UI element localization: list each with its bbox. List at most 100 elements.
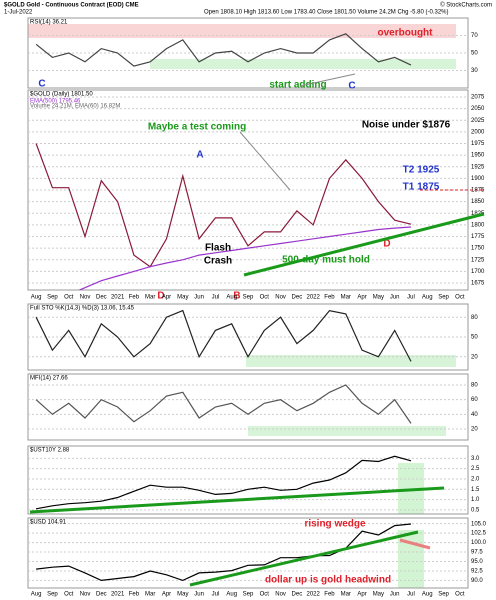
y-tick-label: 1925: [471, 164, 485, 170]
y-tick-label: 1875: [471, 188, 485, 194]
pointer: [239, 131, 291, 191]
y-tick-label: 50: [471, 51, 478, 57]
y-tick-label: 105.0: [471, 521, 487, 527]
trendline: [243, 212, 485, 277]
y-tick-label: 2.5: [471, 466, 480, 472]
y-tick-label: 2025: [471, 118, 485, 124]
x-tick-label: Nov: [275, 295, 286, 301]
pointer: [299, 73, 356, 87]
annotation: overbought: [378, 28, 434, 39]
annotation: 500-day must hold: [282, 255, 370, 266]
x-tick-label: Oct: [455, 592, 465, 598]
x-tick-label: 2021: [111, 295, 125, 301]
x-tick-label: Dec: [292, 295, 303, 301]
series-line: [35, 143, 412, 268]
x-tick-label: 2022: [307, 592, 321, 598]
x-tick-label: Dec: [96, 295, 107, 301]
x-tick-label: Feb: [324, 592, 335, 598]
legend-entry: $USD 104.91: [30, 520, 67, 526]
x-tick-label: Aug: [31, 295, 42, 301]
x-tick-label: Oct: [64, 295, 74, 301]
y-tick-label: 1800: [471, 222, 485, 228]
x-tick-label: Jul: [212, 295, 220, 301]
y-tick-label: 2050: [471, 106, 485, 112]
x-tick-label: Nov: [80, 592, 91, 598]
x-tick-label: Jun: [390, 592, 400, 598]
y-tick-label: 1750: [471, 246, 485, 252]
annotation: Flash: [205, 243, 231, 254]
annotation: D: [157, 291, 164, 302]
x-tick-label: Jul: [407, 592, 415, 598]
y-tick-label: 0.5: [471, 507, 480, 513]
x-tick-label: Mar: [145, 295, 155, 301]
x-tick-label: May: [373, 592, 384, 598]
x-tick-label: Aug: [422, 592, 433, 598]
x-tick-label: Sep: [438, 295, 449, 301]
y-tick-label: 100.0: [471, 540, 487, 546]
x-tick-label: Aug: [31, 592, 42, 598]
x-tick-label: Jun: [194, 295, 204, 301]
legend-entry: $GOLD (Daily) 1801.50: [30, 92, 93, 98]
x-tick-label: Aug: [226, 295, 237, 301]
y-tick-label: 102.5: [471, 531, 487, 537]
y-tick-label: 95.0: [471, 559, 483, 565]
x-tick-label: Jun: [194, 592, 204, 598]
trendline: [29, 486, 445, 514]
annotation: D: [383, 239, 390, 250]
y-tick-label: 1900: [471, 176, 485, 182]
x-tick-label: Feb: [324, 295, 335, 301]
annotation: dollar up is gold headwind: [265, 575, 391, 586]
sto-zone: [246, 355, 456, 367]
x-tick-label: Sep: [243, 295, 254, 301]
y-tick-label: 1.5: [471, 487, 480, 493]
usd-zone: [398, 530, 424, 588]
x-tick-label: Dec: [292, 592, 303, 598]
x-tick-label: Aug: [422, 295, 433, 301]
y-tick-label: 20: [471, 354, 478, 360]
y-tick-label: 80: [471, 383, 478, 389]
x-tick-label: Apr: [357, 592, 366, 598]
x-tick-label: 2021: [111, 592, 125, 598]
x-tick-label: Oct: [64, 592, 74, 598]
x-tick-label: Mar: [341, 295, 351, 301]
series-line: [35, 309, 412, 362]
y-tick-label: 1725: [471, 257, 485, 263]
y-tick-label: 1675: [471, 281, 485, 287]
x-tick-label: Nov: [80, 295, 91, 301]
mfi-zone: [248, 426, 446, 436]
symbol: $GOLD Gold - Continuous Contract (EOD) C…: [4, 3, 139, 9]
x-tick-label: Jun: [390, 295, 400, 301]
x-tick-label: Feb: [129, 592, 140, 598]
series-line: [35, 455, 412, 510]
y-tick-label: 80: [471, 315, 478, 321]
annotation: B: [233, 291, 240, 302]
y-tick-label: 3.0: [471, 456, 480, 462]
y-tick-label: 92.5: [471, 569, 483, 575]
x-tick-label: Mar: [145, 592, 155, 598]
x-tick-label: Apr: [162, 295, 171, 301]
annotation: start adding: [269, 80, 326, 91]
panel-frame: [27, 445, 469, 515]
oversold-zone: [150, 59, 456, 69]
y-tick-label: 1950: [471, 153, 485, 159]
y-tick-label: 2.0: [471, 477, 480, 483]
annotation: Noise under $1876: [362, 120, 451, 131]
series-line: [35, 33, 412, 67]
x-tick-label: Oct: [260, 592, 270, 598]
legend-entry: MFI(14) 27.66: [30, 376, 68, 382]
y-tick-label: 1975: [471, 141, 485, 147]
y-tick-label: 70: [471, 33, 478, 39]
x-tick-label: Sep: [47, 295, 58, 301]
series-line: [35, 384, 412, 424]
annotation: A: [196, 150, 203, 161]
trendline: [189, 530, 419, 587]
y-tick-label: 2075: [471, 95, 485, 101]
x-tick-label: Sep: [47, 592, 58, 598]
x-tick-label: Nov: [275, 592, 286, 598]
quote: Open 1808.10 High 1813.60 Low 1783.40 Cl…: [204, 10, 449, 16]
y-tick-label: 50: [471, 335, 478, 341]
y-tick-label: 20: [471, 427, 478, 433]
annotation: T2 1925: [403, 165, 440, 176]
y-tick-label: 1850: [471, 199, 485, 205]
